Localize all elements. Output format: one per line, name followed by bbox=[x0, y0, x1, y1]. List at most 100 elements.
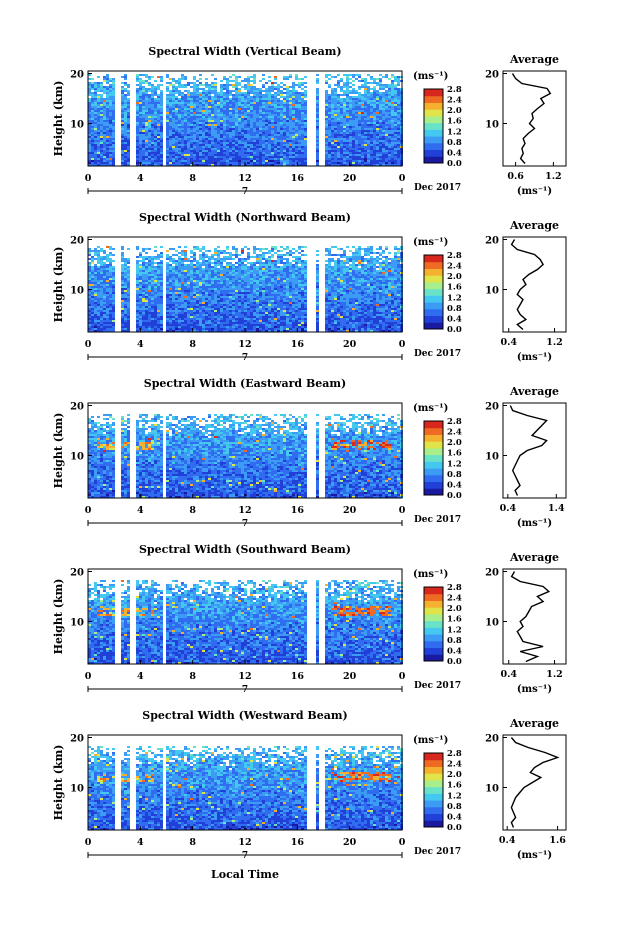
heatmap-cell bbox=[154, 316, 157, 318]
heatmap-cell bbox=[193, 100, 196, 102]
heatmap-cell bbox=[325, 154, 328, 156]
heatmap-cell bbox=[211, 102, 214, 104]
heatmap-cell bbox=[316, 90, 319, 92]
heatmap-cell bbox=[271, 156, 274, 158]
heatmap-cell bbox=[358, 316, 361, 318]
heatmap-cell bbox=[301, 146, 304, 148]
heatmap-cell bbox=[208, 84, 211, 86]
heatmap-cell bbox=[385, 144, 388, 146]
heatmap-cell bbox=[178, 84, 181, 86]
heatmap-cell bbox=[301, 152, 304, 154]
heatmap-cell bbox=[220, 114, 223, 116]
heatmap-cell bbox=[139, 122, 142, 124]
heatmap-cell bbox=[271, 88, 274, 90]
heatmap-cell bbox=[382, 314, 385, 316]
heatmap-cell bbox=[262, 112, 265, 114]
heatmap-cell bbox=[202, 320, 205, 322]
heatmap-cell bbox=[394, 122, 397, 124]
heatmap-cell bbox=[202, 114, 205, 116]
heatmap-cell bbox=[301, 320, 304, 322]
heatmap-cell bbox=[256, 134, 259, 136]
heatmap-cell bbox=[388, 84, 391, 86]
heatmap-cell bbox=[289, 90, 292, 92]
heatmap-cell bbox=[154, 140, 157, 142]
heatmap-cell bbox=[103, 138, 106, 140]
heatmap-cell bbox=[280, 100, 283, 102]
heatmap-cell bbox=[181, 122, 184, 124]
heatmap-cell bbox=[121, 100, 124, 102]
heatmap-cell bbox=[367, 92, 370, 94]
heatmap-cell bbox=[184, 84, 187, 86]
heatmap-cell bbox=[349, 158, 352, 160]
heatmap-cell bbox=[316, 98, 319, 100]
heatmap-cell bbox=[106, 114, 109, 116]
heatmap-cell bbox=[178, 126, 181, 128]
heatmap-cell bbox=[373, 86, 376, 88]
heatmap-cell bbox=[193, 318, 196, 320]
heatmap-cell bbox=[283, 122, 286, 124]
heatmap-cell bbox=[394, 78, 397, 80]
heatmap-cell bbox=[289, 110, 292, 112]
heatmap-cell bbox=[94, 314, 97, 316]
heatmap-cell bbox=[175, 110, 178, 112]
heatmap-cell bbox=[229, 118, 232, 120]
heatmap-cell bbox=[100, 96, 103, 98]
heatmap-cell bbox=[265, 98, 268, 100]
heatmap-cell bbox=[211, 156, 214, 158]
heatmap-cell bbox=[178, 312, 181, 314]
heatmap-cell bbox=[325, 318, 328, 320]
heatmap-cell bbox=[208, 136, 211, 138]
heatmap-cell bbox=[370, 100, 373, 102]
heatmap-cell bbox=[346, 112, 349, 114]
heatmap-cell bbox=[355, 324, 358, 326]
heatmap-cell bbox=[217, 110, 220, 112]
heatmap-cell bbox=[91, 104, 94, 106]
heatmap-cell bbox=[295, 110, 298, 112]
heatmap-cell bbox=[100, 160, 103, 162]
heatmap-cell bbox=[352, 146, 355, 148]
heatmap-cell bbox=[157, 324, 160, 326]
heatmap-cell bbox=[166, 114, 169, 116]
heatmap-cell bbox=[136, 116, 139, 118]
heatmap-cell bbox=[325, 126, 328, 128]
heatmap-cell bbox=[154, 90, 157, 92]
heatmap-cell bbox=[154, 146, 157, 148]
heatmap-cell bbox=[139, 318, 142, 320]
heatmap-cell bbox=[391, 130, 394, 132]
heatmap-cell bbox=[271, 94, 274, 96]
heatmap-cell bbox=[349, 124, 352, 126]
heatmap-cell bbox=[229, 104, 232, 106]
heatmap-cell bbox=[397, 322, 400, 324]
heatmap-cell bbox=[127, 322, 130, 324]
heatmap-cell bbox=[220, 132, 223, 134]
heatmap-cell bbox=[136, 134, 139, 136]
heatmap-cell bbox=[103, 160, 106, 162]
heatmap-cell bbox=[187, 148, 190, 150]
heatmap-cell bbox=[274, 120, 277, 122]
heatmap-cell bbox=[367, 156, 370, 158]
heatmap-cell bbox=[169, 326, 172, 328]
heatmap-cell bbox=[334, 126, 337, 128]
heatmap-cell bbox=[331, 150, 334, 152]
heatmap-cell bbox=[385, 134, 388, 136]
heatmap-cell bbox=[304, 102, 307, 104]
heatmap-cell bbox=[169, 162, 172, 164]
heatmap-cell bbox=[364, 102, 367, 104]
heatmap-cell bbox=[121, 144, 124, 146]
heatmap-cell bbox=[169, 320, 172, 322]
heatmap-cell bbox=[226, 104, 229, 106]
heatmap-cell bbox=[127, 160, 130, 162]
heatmap-cell bbox=[388, 324, 391, 326]
heatmap-cell bbox=[157, 320, 160, 322]
heatmap-cell bbox=[289, 86, 292, 88]
heatmap-cell bbox=[208, 314, 211, 316]
heatmap-cell bbox=[301, 94, 304, 96]
heatmap-cell bbox=[235, 160, 238, 162]
heatmap-cell bbox=[151, 130, 154, 132]
heatmap-cell bbox=[289, 318, 292, 320]
heatmap-cell bbox=[244, 150, 247, 152]
heatmap-cell bbox=[178, 102, 181, 104]
heatmap-cell bbox=[253, 80, 256, 82]
heatmap-cell bbox=[94, 158, 97, 160]
heatmap-cell bbox=[250, 114, 253, 116]
